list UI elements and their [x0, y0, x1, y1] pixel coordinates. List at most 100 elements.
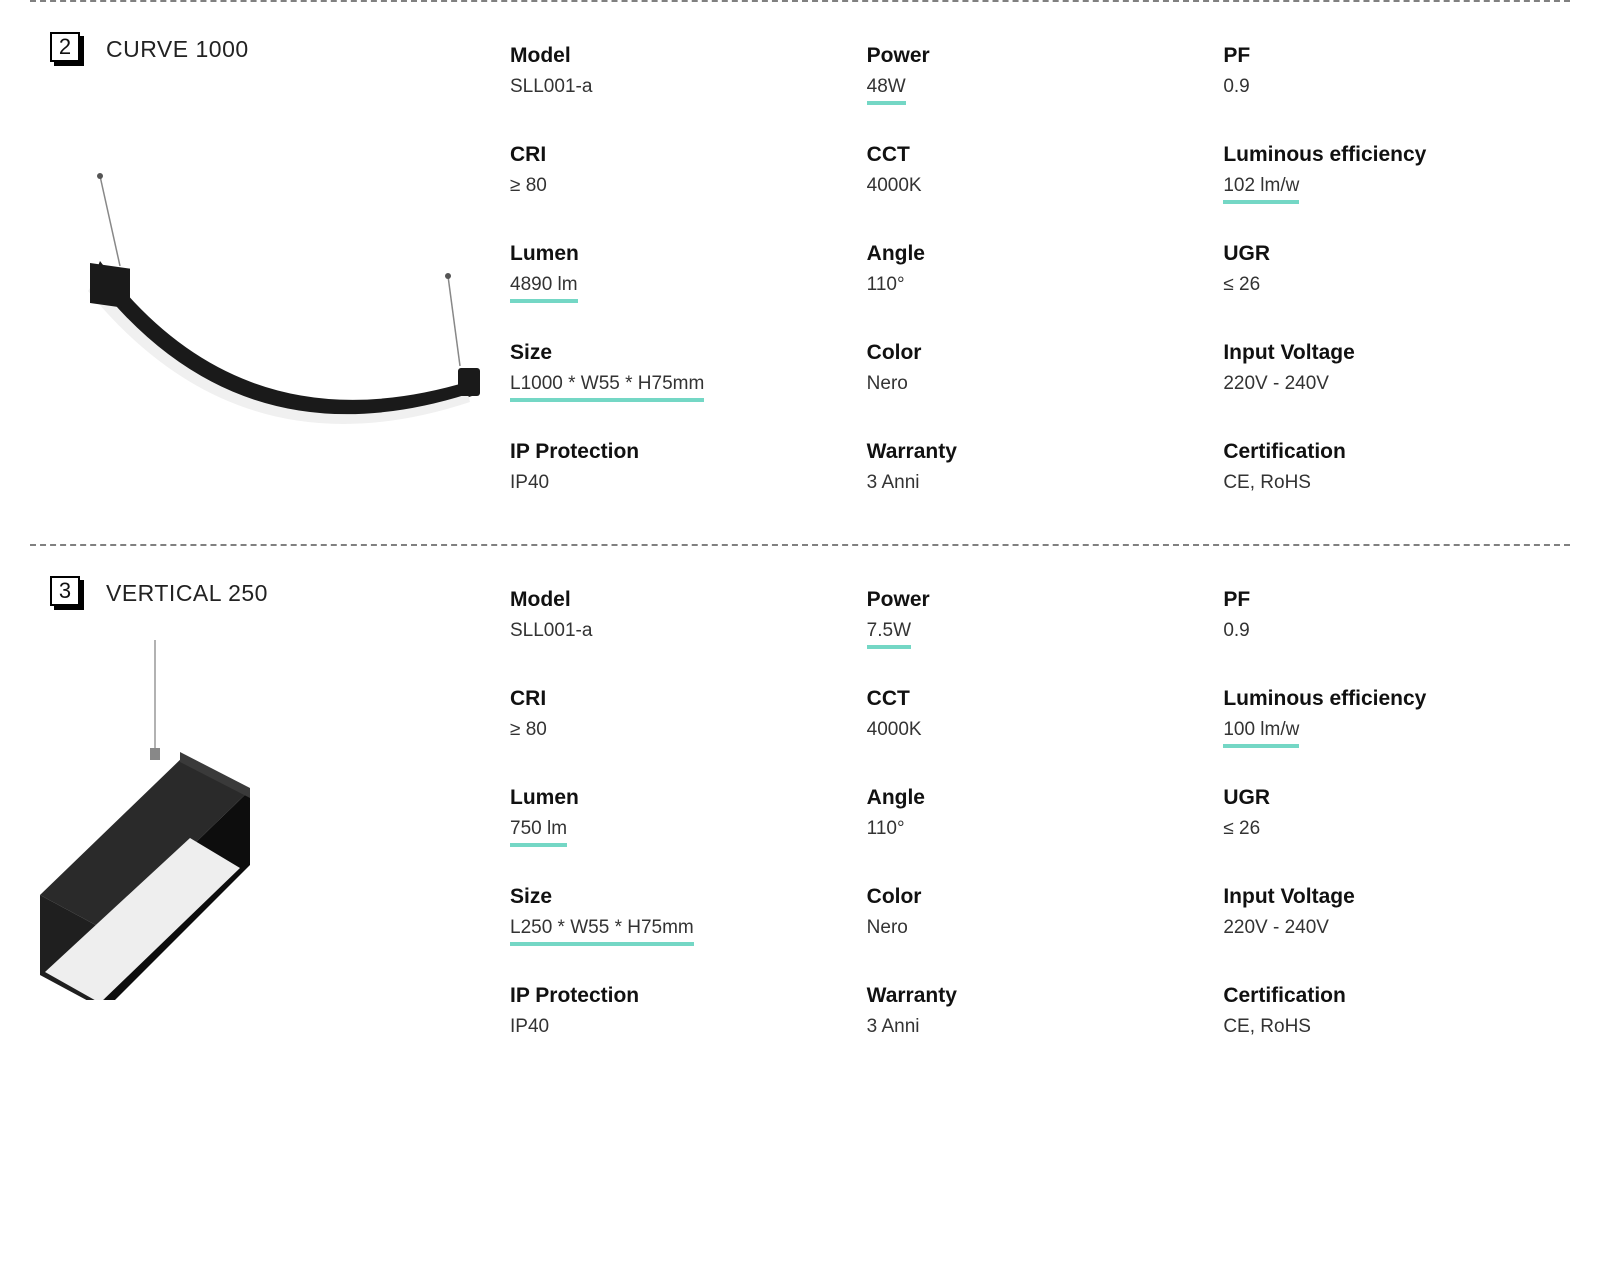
spec-item: Size L1000 * W55 * H75mm	[510, 341, 847, 402]
spec-label: UGR	[1223, 786, 1560, 810]
spec-value: 750 lm	[510, 818, 567, 847]
spec-value: 102 lm/w	[1223, 175, 1299, 204]
spec-label: Lumen	[510, 242, 847, 266]
spec-item: Angle 110°	[867, 242, 1204, 303]
spec-item: CCT 4000K	[867, 143, 1204, 204]
spec-label: Warranty	[867, 984, 1204, 1008]
spec-label: UGR	[1223, 242, 1560, 266]
spec-label: Power	[867, 44, 1204, 68]
spec-item: Warranty 3 Anni	[867, 440, 1204, 494]
spec-value: 220V - 240V	[1223, 373, 1329, 395]
spec-item: Certification CE, RoHS	[1223, 984, 1560, 1038]
spec-item: IP Protection IP40	[510, 984, 847, 1038]
spec-item: Color Nero	[867, 341, 1204, 402]
spec-label: Model	[510, 588, 847, 612]
spec-value: IP40	[510, 472, 549, 494]
spec-value: CE, RoHS	[1223, 1016, 1311, 1038]
product-title: VERTICAL 250	[106, 580, 268, 607]
spec-value: 3 Anni	[867, 472, 920, 494]
product-section: 2 CURVE 1000 Model SLL001-a Power48W PF0.9 C…	[0, 2, 1600, 544]
spec-value: 3 Anni	[867, 1016, 920, 1038]
product-number-box: 3	[50, 576, 84, 610]
spec-label: Warranty	[867, 440, 1204, 464]
spec-value: 4890 lm	[510, 274, 578, 303]
spec-label: Color	[867, 341, 1204, 365]
spec-label: PF	[1223, 44, 1560, 68]
spec-value: SLL001-a	[510, 620, 592, 642]
spec-label: Input Voltage	[1223, 885, 1560, 909]
spec-label: CCT	[867, 143, 1204, 167]
spec-label: IP Protection	[510, 440, 847, 464]
spec-value: 7.5W	[867, 620, 911, 649]
product-image	[40, 86, 480, 446]
spec-item: CRI ≥ 80	[510, 687, 847, 748]
spec-value: ≥ 80	[510, 175, 547, 197]
spec-item: Lumen 750 lm	[510, 786, 847, 847]
spec-label: CRI	[510, 143, 847, 167]
spec-item: PF0.9	[1223, 588, 1560, 649]
spec-label: Certification	[1223, 984, 1560, 1008]
spec-item: Lumen 4890 lm	[510, 242, 847, 303]
spec-value: ≤ 26	[1223, 818, 1260, 840]
product-left-column: 2 CURVE 1000	[40, 32, 510, 494]
spec-value: Nero	[867, 917, 908, 939]
spec-item: Size L250 * W55 * H75mm	[510, 885, 847, 946]
spec-item: Luminous efficiency 102 lm/w	[1223, 143, 1560, 204]
spec-label: Luminous efficiency	[1223, 687, 1560, 711]
product-image	[40, 630, 480, 990]
spec-value: ≤ 26	[1223, 274, 1260, 296]
spec-item: Model SLL001-a	[510, 588, 847, 649]
spec-label: Angle	[867, 786, 1204, 810]
product-title: CURVE 1000	[106, 36, 249, 63]
product-number-box: 2	[50, 32, 84, 66]
spec-label: IP Protection	[510, 984, 847, 1008]
spec-grid: Model SLL001-a Power 7.5W PF0.9 CRI ≥ 80 CCT 400…	[510, 576, 1560, 1038]
spec-value: L250 * W55 * H75mm	[510, 917, 694, 946]
spec-value: 110°	[867, 818, 905, 840]
spec-item: Angle 110°	[867, 786, 1204, 847]
spec-item: Input Voltage 220V - 240V	[1223, 341, 1560, 402]
spec-label: Color	[867, 885, 1204, 909]
spec-grid: Model SLL001-a Power48W PF0.9 CRI ≥ 80 CCT 4000…	[510, 32, 1560, 494]
spec-label: Certification	[1223, 440, 1560, 464]
product-number: 2	[50, 32, 80, 62]
spec-value: 100 lm/w	[1223, 719, 1299, 748]
spec-label: CRI	[510, 687, 847, 711]
spec-value: 4000K	[867, 175, 922, 197]
spec-item: PF0.9	[1223, 44, 1560, 105]
spec-label: Model	[510, 44, 847, 68]
spec-value: SLL001-a	[510, 76, 592, 98]
spec-item: Color Nero	[867, 885, 1204, 946]
spec-value: Nero	[867, 373, 908, 395]
product-left-column: 3 VERTICAL 250	[40, 576, 510, 1038]
spec-label: Lumen	[510, 786, 847, 810]
spec-label: Size	[510, 885, 847, 909]
spec-value: 4000K	[867, 719, 922, 741]
product-header: 3 VERTICAL 250	[50, 576, 510, 610]
product-section: 3 VERTICAL 250 ModelSLL001-	[0, 546, 1600, 1088]
spec-item: CRI ≥ 80	[510, 143, 847, 204]
spec-item: Power 7.5W	[867, 588, 1204, 649]
spec-label: CCT	[867, 687, 1204, 711]
spec-label: Input Voltage	[1223, 341, 1560, 365]
spec-value: IP40	[510, 1016, 549, 1038]
spec-item: UGR ≤ 26	[1223, 786, 1560, 847]
spec-value: ≥ 80	[510, 719, 547, 741]
spec-item: IP Protection IP40	[510, 440, 847, 494]
spec-value: 110°	[867, 274, 905, 296]
spec-item: Power48W	[867, 44, 1204, 105]
spec-item: UGR ≤ 26	[1223, 242, 1560, 303]
spec-value: L1000 * W55 * H75mm	[510, 373, 704, 402]
spec-label: Angle	[867, 242, 1204, 266]
spec-item: Input Voltage 220V - 240V	[1223, 885, 1560, 946]
spec-value: 220V - 240V	[1223, 917, 1329, 939]
spec-label: Luminous efficiency	[1223, 143, 1560, 167]
spec-label: Size	[510, 341, 847, 365]
spec-item: CCT 4000K	[867, 687, 1204, 748]
spec-value: CE, RoHS	[1223, 472, 1311, 494]
product-number: 3	[50, 576, 80, 606]
spec-label: PF	[1223, 588, 1560, 612]
spec-item: Warranty 3 Anni	[867, 984, 1204, 1038]
spec-item: Model SLL001-a	[510, 44, 847, 105]
spec-label: Power	[867, 588, 1204, 612]
